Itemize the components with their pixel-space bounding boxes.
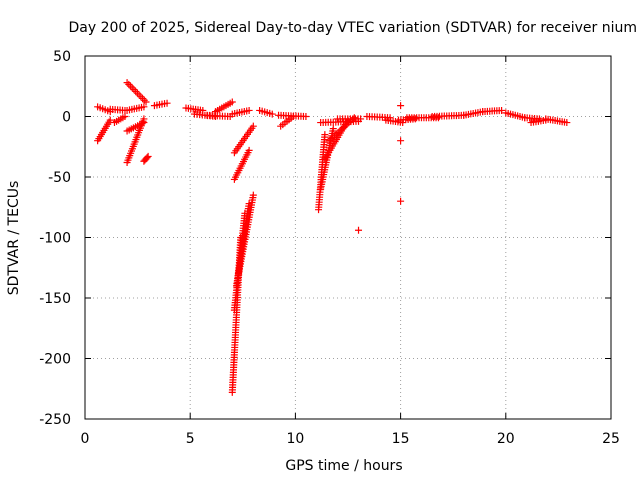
data-point-isolated xyxy=(397,197,405,205)
plot-frame xyxy=(84,55,612,420)
data-point-isolated xyxy=(355,226,363,234)
axis-ticks xyxy=(84,55,612,420)
chart-title: Day 200 of 2025, Sidereal Day-to-day VTE… xyxy=(69,20,638,36)
data-point xyxy=(329,125,337,133)
x-tick-label: 25 xyxy=(602,431,620,447)
data-point xyxy=(245,106,253,114)
data-point xyxy=(245,146,253,154)
data-point xyxy=(434,114,442,122)
tick-labels: 0 5 10 15 20 25 -250 -200 -150 -100 -50 0 50 xyxy=(39,49,620,447)
data-point xyxy=(133,89,141,97)
y-tick-label: 0 xyxy=(62,110,71,126)
data-point xyxy=(123,79,131,87)
data-point xyxy=(411,115,419,123)
data-point xyxy=(135,91,143,99)
data-point xyxy=(128,84,136,92)
data-point xyxy=(142,98,150,106)
data-point xyxy=(139,94,147,102)
data-point xyxy=(132,87,140,95)
data-point xyxy=(144,152,152,160)
data-point xyxy=(302,113,310,120)
data-point xyxy=(350,114,358,122)
data-point xyxy=(498,106,506,114)
data-point xyxy=(249,122,257,130)
data-point xyxy=(268,110,276,118)
y-tick-label: 50 xyxy=(53,49,71,65)
data-point xyxy=(143,154,151,162)
grid xyxy=(85,56,611,419)
y-tick-label: -100 xyxy=(39,231,71,247)
x-tick-label: 0 xyxy=(81,431,90,447)
data-point-isolated xyxy=(397,102,405,110)
x-tick-label: 10 xyxy=(286,431,304,447)
data-point xyxy=(357,115,365,123)
x-tick-label: 20 xyxy=(497,431,515,447)
y-axis-label: SDTVAR / TECUs xyxy=(6,181,22,296)
y-tick-label: -150 xyxy=(39,291,71,307)
data-point xyxy=(563,119,571,127)
data-point xyxy=(289,113,297,120)
data-point-isolated xyxy=(397,137,405,145)
data-point xyxy=(137,93,145,101)
data-point xyxy=(140,96,148,104)
x-tick-label: 5 xyxy=(186,431,195,447)
x-axis-label: GPS time / hours xyxy=(285,458,402,474)
data-point xyxy=(127,82,135,90)
data-point xyxy=(106,116,114,124)
data-point xyxy=(125,80,133,88)
x-tick-label: 15 xyxy=(392,431,410,447)
y-tick-label: -50 xyxy=(48,170,71,186)
data-point xyxy=(130,86,138,94)
y-tick-label: -200 xyxy=(39,352,71,368)
data-point xyxy=(321,131,329,139)
data-point xyxy=(140,103,148,111)
data-points xyxy=(94,79,571,396)
data-point xyxy=(249,191,257,199)
data-point xyxy=(121,113,129,120)
data-point xyxy=(163,99,171,107)
y-tick-label: -250 xyxy=(39,412,71,428)
data-point xyxy=(140,119,148,127)
data-point xyxy=(228,98,236,106)
